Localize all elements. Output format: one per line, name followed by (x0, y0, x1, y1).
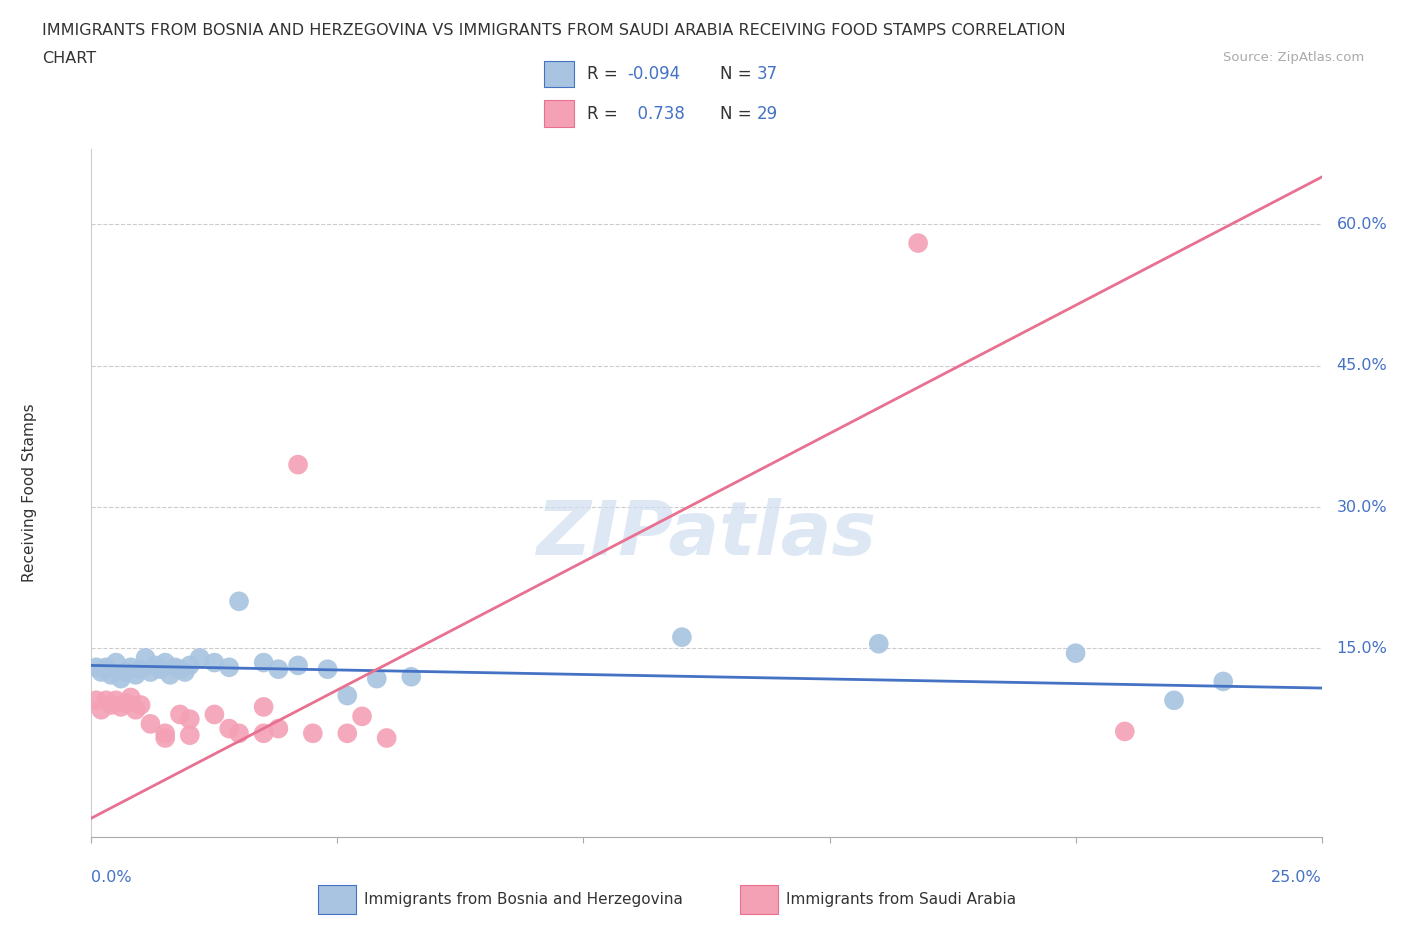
Point (110, 671, 132, 686)
Text: 60.0%: 60.0% (1336, 217, 1388, 232)
Point (287, 458, 309, 472)
Point (399, 670, 422, 684)
Point (228, 594, 250, 609)
Point (1163, 693, 1185, 708)
Text: 0.0%: 0.0% (91, 870, 132, 885)
Text: 29: 29 (756, 104, 778, 123)
Point (100, 698, 122, 712)
Point (202, 655, 225, 670)
Point (114, 696, 138, 711)
Point (96, 660, 117, 675)
Point (153, 655, 177, 670)
Text: 25.0%: 25.0% (1271, 870, 1322, 885)
Point (120, 660, 142, 675)
Text: N =: N = (720, 104, 756, 123)
Point (100, 668, 122, 683)
Text: 0.738: 0.738 (627, 104, 685, 123)
FancyBboxPatch shape (544, 100, 575, 126)
FancyBboxPatch shape (544, 61, 575, 87)
FancyBboxPatch shape (318, 885, 356, 914)
FancyBboxPatch shape (740, 885, 778, 914)
Point (105, 655, 127, 670)
Point (90, 665, 112, 680)
Point (114, 665, 138, 680)
Text: N =: N = (720, 65, 756, 84)
Text: IMMIGRANTS FROM BOSNIA AND HERZEGOVINA VS IMMIGRANTS FROM SAUDI ARABIA RECEIVING: IMMIGRANTS FROM BOSNIA AND HERZEGOVINA V… (42, 23, 1066, 38)
Text: Immigrants from Saudi Arabia: Immigrants from Saudi Arabia (786, 892, 1017, 908)
Text: Receiving Food Stamps: Receiving Food Stamps (22, 404, 38, 582)
Point (1114, 724, 1136, 738)
Point (96, 693, 117, 708)
Point (287, 658, 309, 673)
Point (301, 725, 323, 740)
Point (124, 668, 146, 683)
Text: Immigrants from Bosnia and Herzegovina: Immigrants from Bosnia and Herzegovina (364, 892, 683, 908)
Point (179, 728, 201, 743)
Point (120, 690, 142, 705)
Text: Source: ZipAtlas.com: Source: ZipAtlas.com (1223, 51, 1364, 64)
Point (868, 636, 890, 651)
Point (139, 665, 162, 680)
Point (188, 650, 211, 665)
Point (169, 662, 191, 677)
Point (336, 725, 359, 740)
Point (253, 699, 276, 714)
Point (267, 721, 290, 736)
Text: R =: R = (586, 65, 623, 84)
Point (366, 671, 388, 686)
Point (149, 662, 172, 677)
Point (153, 725, 177, 740)
Point (671, 630, 693, 644)
Point (129, 662, 152, 677)
Text: 15.0%: 15.0% (1336, 641, 1388, 656)
Point (336, 688, 359, 703)
Point (253, 725, 276, 740)
Point (139, 716, 162, 731)
Point (316, 662, 339, 677)
Text: R =: R = (586, 104, 623, 123)
Text: -0.094: -0.094 (627, 65, 681, 84)
Point (352, 709, 374, 724)
Point (86, 693, 108, 708)
Point (90, 702, 112, 717)
Point (129, 698, 152, 712)
Text: CHART: CHART (42, 51, 96, 66)
Point (145, 658, 166, 673)
Text: ZIPatlas: ZIPatlas (537, 498, 876, 571)
Point (218, 660, 240, 675)
Point (1212, 674, 1234, 689)
Point (96, 662, 117, 677)
Point (153, 731, 177, 746)
Point (86, 660, 108, 675)
Point (110, 699, 132, 714)
Text: 30.0%: 30.0% (1336, 499, 1388, 514)
Point (179, 711, 201, 726)
Point (1064, 645, 1087, 660)
Point (163, 660, 186, 675)
Point (174, 665, 197, 680)
Point (105, 693, 127, 708)
Text: 45.0%: 45.0% (1336, 358, 1388, 373)
Point (202, 707, 225, 722)
Point (159, 668, 181, 683)
Text: 37: 37 (756, 65, 778, 84)
Point (179, 658, 201, 673)
Point (907, 235, 929, 250)
Point (228, 725, 250, 740)
Point (218, 721, 240, 736)
Point (124, 702, 146, 717)
Point (169, 707, 191, 722)
Point (253, 655, 276, 670)
Point (375, 731, 398, 746)
Point (135, 650, 156, 665)
Point (267, 662, 290, 677)
